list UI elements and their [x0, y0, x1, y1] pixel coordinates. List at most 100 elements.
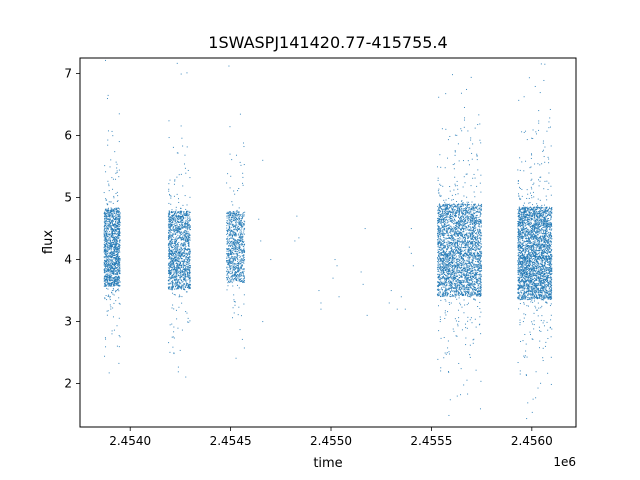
data-point — [239, 248, 241, 250]
data-point — [110, 226, 112, 228]
data-point — [168, 137, 170, 139]
data-point — [111, 228, 113, 230]
data-point — [174, 294, 176, 296]
data-point — [239, 235, 241, 237]
data-point — [172, 285, 174, 287]
data-point — [177, 227, 179, 229]
data-point — [181, 285, 183, 287]
data-point — [452, 210, 454, 212]
data-point — [177, 285, 179, 287]
data-point — [472, 206, 474, 208]
data-point — [229, 249, 231, 251]
data-point — [240, 278, 242, 280]
data-point — [238, 269, 240, 271]
data-point — [114, 231, 116, 233]
data-point — [186, 270, 188, 272]
data-point — [119, 224, 121, 226]
data-point — [238, 259, 240, 261]
data-point — [177, 217, 179, 219]
data-point — [115, 251, 117, 253]
data-point — [481, 264, 483, 266]
data-point — [175, 233, 177, 235]
data-point — [110, 284, 112, 286]
data-point — [115, 209, 117, 211]
data-point — [116, 279, 118, 281]
data-point — [178, 286, 180, 288]
data-point — [452, 287, 454, 289]
data-point — [235, 273, 237, 275]
data-point — [238, 243, 240, 245]
data-point — [229, 258, 231, 260]
data-point — [239, 249, 241, 251]
data-point — [110, 159, 112, 161]
data-point — [234, 258, 236, 260]
data-point — [187, 226, 189, 228]
data-point — [176, 253, 178, 255]
data-point — [115, 244, 117, 246]
data-point — [180, 223, 182, 225]
data-point — [243, 270, 245, 272]
data-point — [114, 281, 116, 283]
data-point — [242, 249, 244, 251]
data-point — [230, 268, 232, 270]
data-point — [107, 288, 109, 290]
data-point — [241, 237, 243, 239]
data-point — [470, 254, 472, 256]
data-point — [477, 293, 479, 295]
data-point — [176, 265, 178, 267]
data-point — [110, 211, 112, 213]
data-point — [471, 283, 473, 285]
data-point — [472, 222, 474, 224]
data-point — [104, 252, 106, 254]
data-point — [474, 292, 476, 294]
data-point — [105, 232, 107, 234]
data-point — [473, 213, 475, 215]
data-point — [103, 246, 105, 248]
data-point — [176, 247, 178, 249]
data-point — [183, 237, 185, 239]
data-point — [109, 222, 111, 224]
data-point — [115, 254, 117, 256]
data-point — [187, 259, 189, 261]
data-point — [182, 227, 184, 229]
data-point — [230, 234, 232, 236]
data-point — [238, 224, 240, 226]
data-point — [179, 349, 181, 351]
data-point — [113, 274, 115, 276]
data-point — [186, 223, 188, 225]
data-point — [169, 213, 171, 215]
data-point — [240, 277, 242, 279]
data-point — [169, 256, 171, 258]
data-point — [187, 233, 189, 235]
data-point — [474, 291, 476, 293]
data-point — [177, 254, 179, 256]
data-point — [106, 217, 108, 219]
data-point — [173, 326, 175, 328]
data-point — [108, 212, 110, 214]
data-point — [178, 218, 180, 220]
data-point — [229, 270, 231, 272]
data-point — [111, 243, 113, 245]
data-point — [172, 211, 174, 213]
data-point — [464, 267, 466, 269]
data-point — [182, 263, 184, 265]
data-point — [109, 265, 111, 267]
data-point — [241, 215, 243, 217]
data-point — [113, 282, 115, 284]
data-point — [108, 211, 110, 213]
data-point — [457, 233, 459, 235]
data-point — [117, 285, 119, 287]
data-point — [229, 260, 231, 262]
data-point — [449, 282, 451, 284]
data-point — [183, 278, 185, 280]
data-point — [452, 260, 454, 262]
data-point — [447, 220, 449, 222]
data-point — [186, 215, 188, 217]
data-point — [106, 231, 108, 233]
data-point — [119, 260, 121, 262]
data-point — [180, 287, 182, 289]
data-point — [110, 279, 112, 281]
data-point — [119, 251, 121, 253]
data-point — [181, 296, 183, 298]
data-point — [174, 222, 176, 224]
